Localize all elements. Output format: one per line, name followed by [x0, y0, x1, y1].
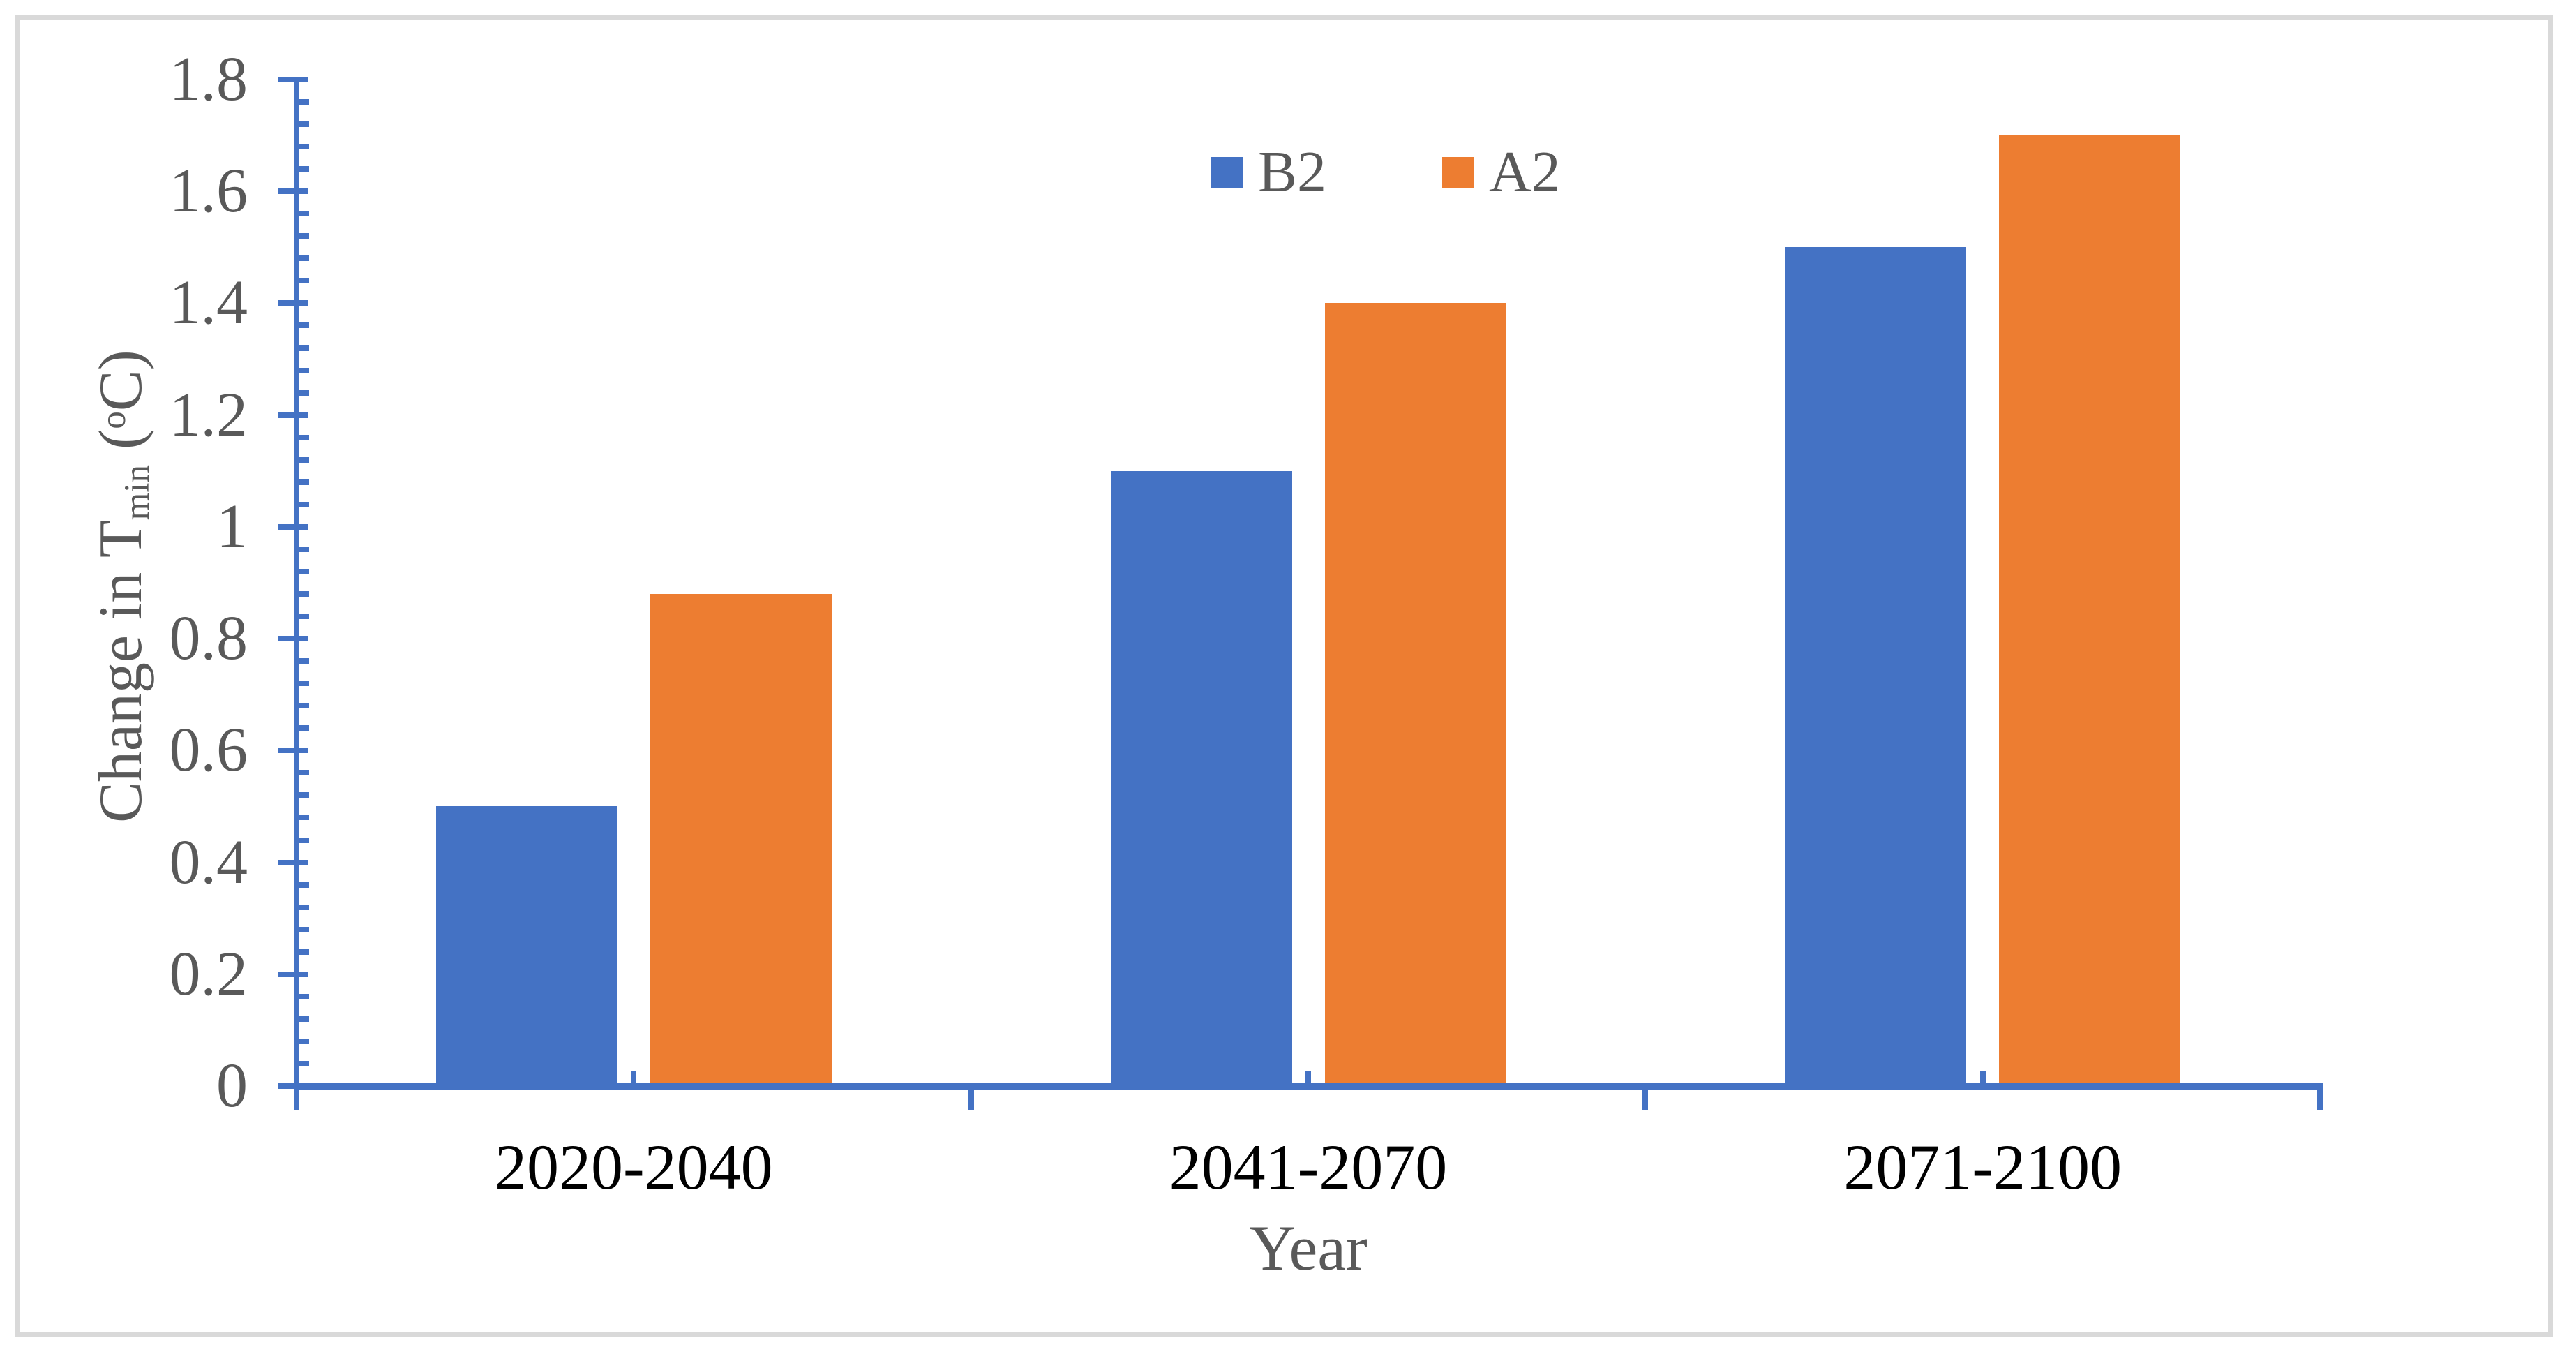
x-axis-title: Year: [1249, 1212, 1368, 1284]
y-tick-label-0.8: 0.8: [169, 604, 248, 674]
bar-a2-2041-2070: [1324, 303, 1506, 1086]
y-minor-tick-1.16: [299, 434, 309, 440]
y-minor-tick-0.76: [299, 658, 309, 664]
y-minor-tick-0.88: [299, 591, 309, 597]
legend-item-a2: A2: [1442, 142, 1561, 203]
y-major-tick-0.2: [278, 971, 308, 977]
y-minor-tick-1.76: [299, 99, 309, 105]
legend-label-b2: B2: [1258, 140, 1327, 205]
category-label-2020-2040: 2020-2040: [495, 1131, 773, 1203]
y-tick-label-0.2: 0.2: [169, 939, 248, 1009]
y-minor-tick-0.84: [299, 614, 309, 620]
y-minor-tick-0.16: [299, 993, 309, 999]
y-major-tick-0.4: [278, 859, 308, 865]
bar-a2-2071-2100: [1999, 135, 2181, 1086]
bar-a2-2020-2040: [650, 594, 832, 1086]
y-minor-tick-1.12: [299, 456, 309, 463]
y-major-tick-1.8: [278, 77, 308, 82]
y-minor-tick-1.24: [299, 389, 309, 396]
bar-b2-2041-2070: [1110, 470, 1292, 1086]
y-minor-tick-0.72: [299, 681, 309, 687]
x-axis-line: [294, 1083, 2323, 1090]
y-tick-label-1.8: 1.8: [169, 45, 248, 114]
y-minor-tick-1.52: [299, 233, 309, 239]
y-minor-tick-1.44: [299, 278, 309, 284]
y-minor-tick-1.28: [299, 367, 309, 373]
x-minor-tick-2041-2070: [1305, 1071, 1311, 1083]
y-minor-tick-0.68: [299, 703, 309, 709]
y-tick-label-0: 0: [216, 1051, 248, 1120]
y-major-tick-0: [278, 1083, 308, 1089]
y-minor-tick-1.72: [299, 121, 309, 128]
y-major-tick-1.2: [278, 412, 308, 418]
y-minor-tick-1.68: [299, 144, 309, 150]
y-major-tick-1.4: [278, 300, 308, 306]
y-minor-tick-0.32: [299, 904, 309, 910]
y-tick-label-1.4: 1.4: [169, 268, 248, 338]
category-label-2071-2100: 2071-2100: [1843, 1131, 2122, 1203]
y-axis-line: [294, 77, 299, 1110]
legend-swatch-b2: [1211, 156, 1243, 188]
y-minor-tick-0.92: [299, 568, 309, 574]
y-minor-tick-0.96: [299, 546, 309, 552]
y-minor-tick-1.64: [299, 166, 309, 172]
y-major-tick-0.6: [278, 748, 308, 754]
y-minor-tick-0.04: [299, 1060, 309, 1066]
y-minor-tick-1.08: [299, 479, 309, 485]
x-major-tick-2: [1642, 1083, 1649, 1110]
y-minor-tick-0.12: [299, 1016, 309, 1022]
y-tick-label-1.6: 1.6: [169, 156, 248, 226]
y-minor-tick-0.48: [299, 815, 309, 821]
bar-b2-2071-2100: [1785, 247, 1967, 1086]
x-minor-tick-2020-2040: [631, 1071, 637, 1083]
legend-swatch-a2: [1442, 156, 1474, 188]
y-minor-tick-0.24: [299, 949, 309, 955]
y-minor-tick-0.64: [299, 725, 309, 731]
x-major-tick-3: [2317, 1083, 2323, 1110]
category-label-2041-2070: 2041-2070: [1169, 1131, 1448, 1203]
y-minor-tick-1.04: [299, 501, 309, 507]
x-minor-tick-2071-2100: [1979, 1071, 1986, 1083]
y-tick-label-1.2: 1.2: [169, 380, 248, 449]
y-minor-tick-1.36: [299, 322, 309, 329]
x-major-tick-1: [968, 1083, 974, 1110]
y-tick-label-0.6: 0.6: [169, 715, 248, 785]
y-minor-tick-1.48: [299, 255, 309, 262]
bar-b2-2020-2040: [435, 806, 617, 1086]
chart-border: [15, 15, 2553, 1337]
y-tick-label-1: 1: [216, 491, 248, 561]
y-minor-tick-0.56: [299, 770, 309, 776]
y-major-tick-1: [278, 523, 308, 530]
y-major-tick-1.6: [278, 188, 308, 195]
y-minor-tick-0.44: [299, 837, 309, 843]
y-major-tick-0.8: [278, 636, 308, 642]
y-minor-tick-0.08: [299, 1038, 309, 1044]
y-minor-tick-0.36: [299, 882, 309, 888]
y-minor-tick-0.52: [299, 792, 309, 798]
y-minor-tick-1.32: [299, 345, 309, 351]
legend-label-a2: A2: [1489, 140, 1561, 205]
y-minor-tick-1.56: [299, 211, 309, 217]
y-minor-tick-0.28: [299, 926, 309, 932]
y-tick-label-0.4: 0.4: [169, 827, 248, 897]
legend-item-b2: B2: [1211, 142, 1326, 203]
